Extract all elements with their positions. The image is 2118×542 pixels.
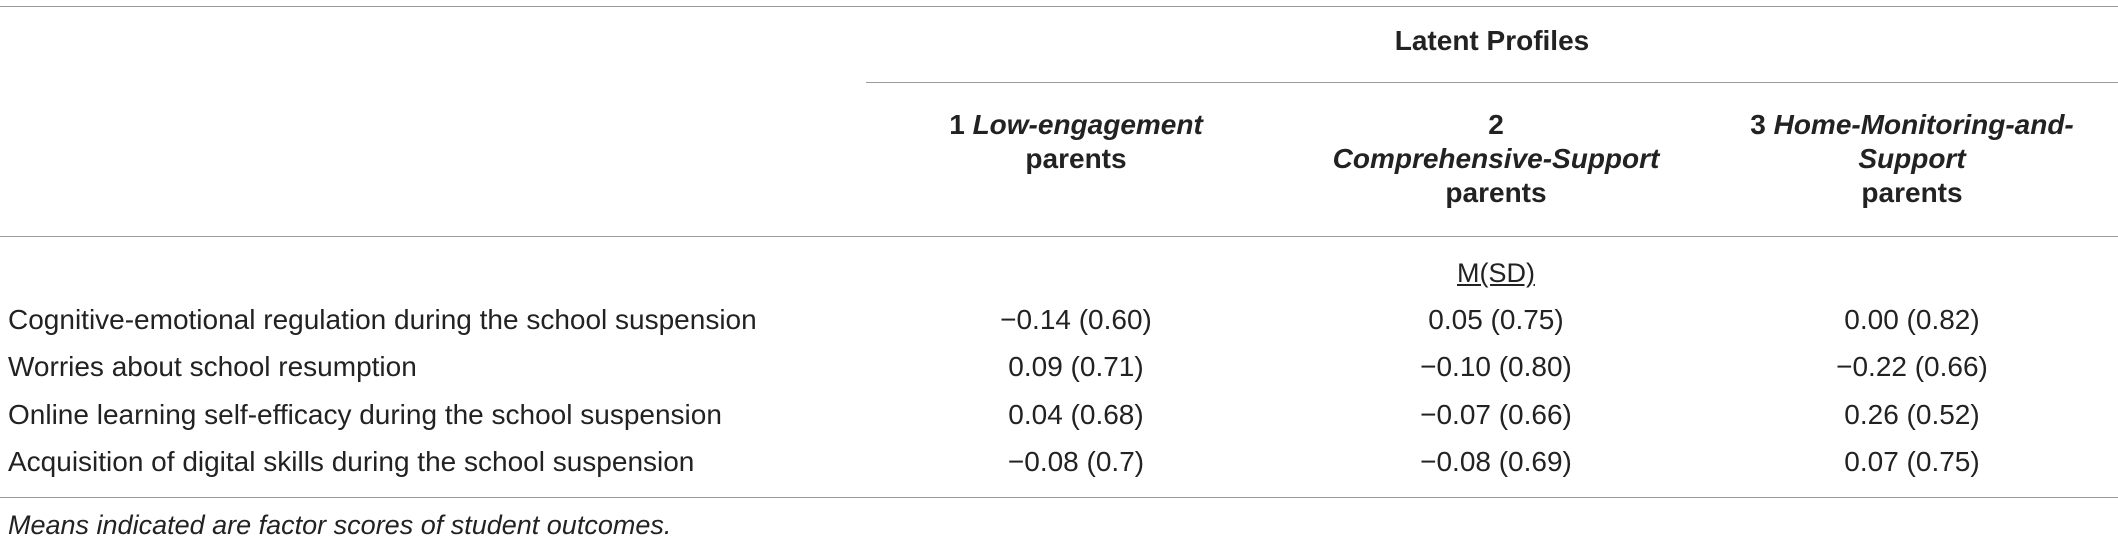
column-2-number: 2 [1488, 109, 1504, 140]
table-cell: 0.04 (0.68) [1008, 399, 1144, 430]
column-3-parents: parents [1861, 177, 1963, 208]
column-2-profile-name: Comprehensive-Support [1332, 143, 1660, 174]
column-2-parents: parents [1445, 177, 1547, 208]
table-cell: 0.05 (0.75) [1428, 304, 1564, 335]
column-3-profile-name-cont: Support [1858, 143, 1966, 174]
spanner-rule [866, 82, 2118, 83]
column-1-number: 1 [949, 109, 965, 140]
spanner-title: Latent Profiles [1394, 25, 1590, 56]
column-3-profile-name: Home-Monitoring-and- [1773, 109, 2074, 140]
header-rule [0, 236, 2118, 237]
column-header-3: 3 Home-Monitoring-and- Support parents [1706, 108, 2118, 210]
bottom-rule [0, 497, 2118, 498]
column-1-parents: parents [1025, 143, 1127, 174]
table-cell: 0.00 (0.82) [1844, 304, 1980, 335]
row-label: Worries about school resumption [8, 351, 417, 382]
table-cell: −0.08 (0.69) [1420, 446, 1572, 477]
table-cell: −0.22 (0.66) [1836, 351, 1988, 382]
table-cell: 0.26 (0.52) [1844, 399, 1980, 430]
row-label: Acquisition of digital skills during the… [8, 446, 695, 477]
column-header-2: 2 Comprehensive-Support parents [1286, 108, 1706, 210]
column-1-profile-name: Low-engagement [972, 109, 1203, 140]
row-label: Online learning self-efficacy during the… [8, 399, 722, 430]
table-cell: −0.08 (0.7) [1007, 446, 1145, 477]
table-cell: −0.07 (0.66) [1420, 399, 1572, 430]
stat-label: M(SD) [1457, 258, 1535, 288]
column-3-number: 3 [1750, 109, 1766, 140]
table-footnote: Means indicated are factor scores of stu… [8, 510, 672, 540]
table-cell: 0.09 (0.71) [1008, 351, 1144, 382]
column-header-1: 1 Low-engagement parents [866, 108, 1286, 176]
table-cell: 0.07 (0.75) [1844, 446, 1980, 477]
row-label: Cognitive-emotional regulation during th… [8, 304, 757, 335]
top-rule [0, 6, 2118, 7]
table-cell: −0.14 (0.60) [1000, 304, 1152, 335]
table-cell: −0.10 (0.80) [1420, 351, 1572, 382]
